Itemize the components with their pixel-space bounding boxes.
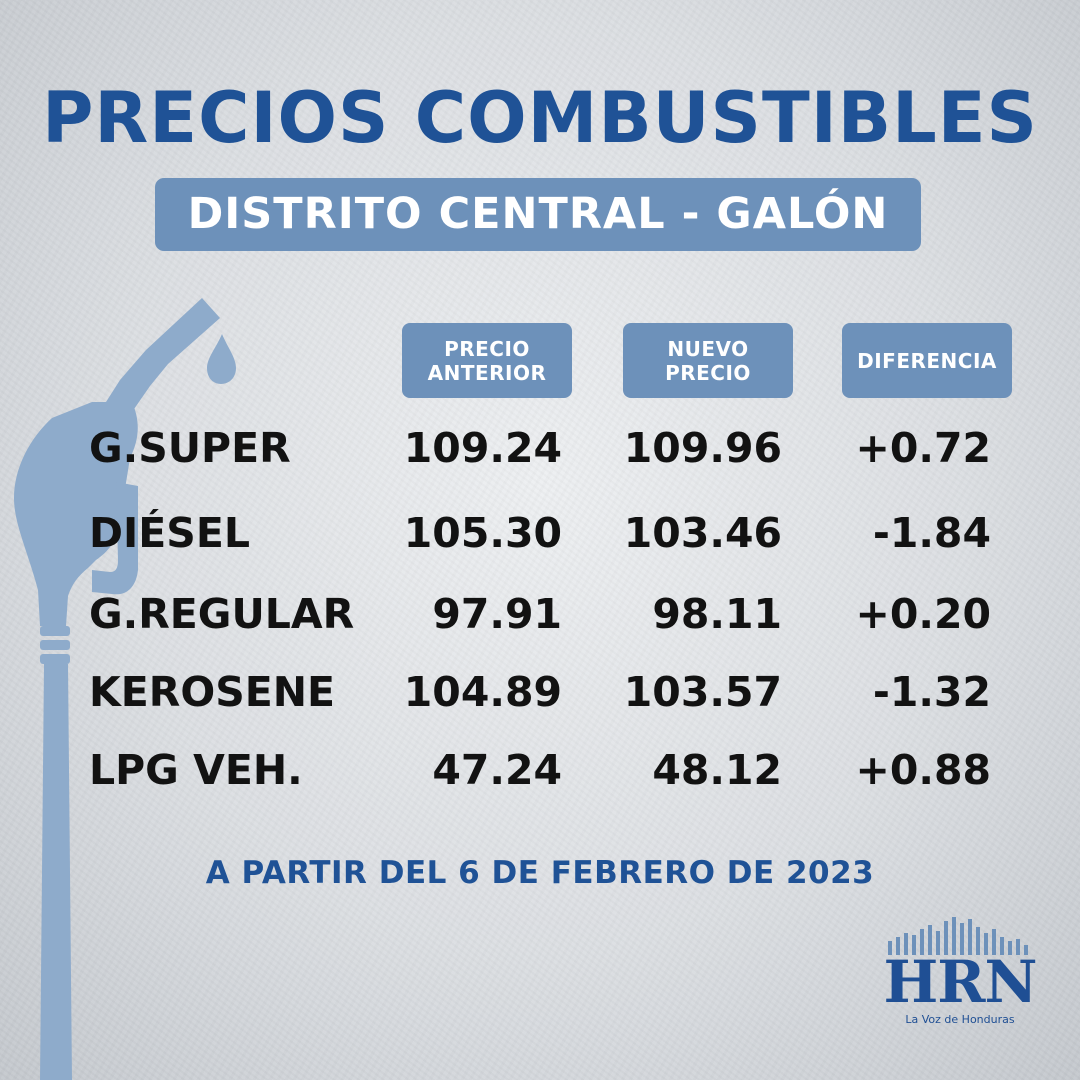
- fuel-name: G.SUPER: [89, 424, 291, 472]
- header-new-price: NUEVO PRECIO: [623, 323, 793, 398]
- price-difference: -1.84: [872, 509, 991, 557]
- logo-wordmark: HRN: [883, 948, 1037, 1016]
- previous-price: 47.24: [432, 746, 562, 794]
- header-difference: DIFERENCIA: [842, 323, 1012, 398]
- fuel-name: G.REGULAR: [89, 590, 355, 638]
- fuel-name: DIÉSEL: [89, 509, 250, 557]
- signal-bars-icon: [888, 917, 1028, 955]
- fuel-nozzle-icon: [14, 298, 236, 1080]
- table-row: G.REGULAR 97.91 98.11 +0.20: [0, 584, 1080, 644]
- price-difference: +0.88: [855, 746, 991, 794]
- effective-date: A PARTIR DEL 6 DE FEBRERO DE 2023: [205, 855, 875, 891]
- fuel-name: KEROSENE: [89, 668, 336, 716]
- header-previous-price: PRECIO ANTERIOR: [402, 323, 572, 398]
- previous-price: 109.24: [403, 424, 562, 472]
- table-row: LPG VEH. 47.24 48.12 +0.88: [0, 740, 1080, 800]
- table-row: KEROSENE 104.89 103.57 -1.32: [0, 662, 1080, 722]
- price-difference: +0.20: [855, 590, 991, 638]
- new-price: 103.57: [623, 668, 782, 716]
- fuel-name: LPG VEH.: [89, 746, 303, 794]
- price-difference: +0.72: [855, 424, 991, 472]
- fuel-drop-icon: [207, 334, 236, 384]
- table-row: DIÉSEL 105.30 103.46 -1.84: [0, 503, 1080, 563]
- table-row: G.SUPER 109.24 109.96 +0.72: [0, 418, 1080, 478]
- price-difference: -1.32: [872, 668, 991, 716]
- subtitle-banner: DISTRITO CENTRAL - GALÓN: [155, 178, 921, 251]
- previous-price: 105.30: [403, 509, 562, 557]
- new-price: 98.11: [652, 590, 782, 638]
- new-price: 103.46: [623, 509, 782, 557]
- hrn-logo: HRN La Voz de Honduras: [880, 915, 1040, 1030]
- page-title: PRECIOS COMBUSTIBLES: [42, 77, 1038, 159]
- new-price: 48.12: [652, 746, 782, 794]
- previous-price: 104.89: [403, 668, 562, 716]
- new-price: 109.96: [623, 424, 782, 472]
- previous-price: 97.91: [432, 590, 562, 638]
- logo-tagline: La Voz de Honduras: [905, 1013, 1015, 1026]
